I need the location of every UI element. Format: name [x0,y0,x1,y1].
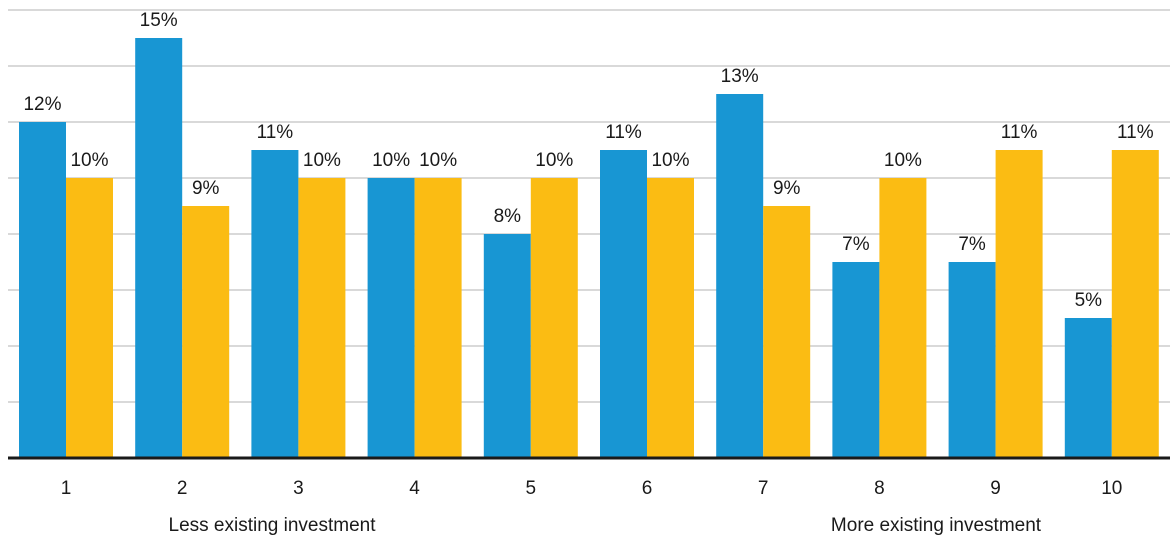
bar-series-2-cat-3 [298,178,346,458]
bar-series-1-cat-7 [716,94,764,458]
bar-series-2-cat-4 [414,178,462,458]
data-label: 9% [192,178,220,199]
data-label: 7% [842,234,870,255]
x-tick-label: 1 [61,478,72,499]
data-label: 10% [651,150,689,171]
x-tick-label: 9 [990,478,1001,499]
x-tick-label: 8 [874,478,885,499]
bar-series-2-cat-8 [879,178,927,458]
data-label: 15% [140,10,178,31]
bar-series-2-cat-9 [995,150,1043,458]
axis-note-left: Less existing investment [169,515,377,536]
bar-series-1-cat-10 [1064,318,1112,458]
bar-series-2-cat-10 [1111,150,1159,458]
bar-series-1-cat-5 [483,234,531,458]
bar-series-2-cat-5 [530,178,578,458]
data-label: 10% [372,150,410,171]
x-tick-label: 6 [642,478,653,499]
data-label: 10% [419,150,457,171]
bar-series-1-cat-9 [948,262,996,458]
data-label: 8% [494,206,522,227]
data-label: 11% [1001,122,1038,143]
x-tick-labels: 1 2 3 4 5 6 7 8 9 10 [61,478,1123,499]
data-label: 10% [70,150,108,171]
bar-series-2-cat-6 [647,178,694,458]
x-tick-label: 10 [1101,478,1122,499]
x-tick-label: 7 [758,478,769,499]
bar-series-1-cat-1 [19,122,66,458]
bar-series-2-cat-1 [66,178,113,458]
x-tick-label: 5 [526,478,537,499]
data-label: 13% [721,66,759,87]
data-label: 10% [884,150,922,171]
data-label: 12% [23,94,61,115]
bar-series-1-cat-8 [832,262,880,458]
data-label: 9% [773,178,801,199]
data-label: 11% [1117,122,1154,143]
bar-series-2-cat-2 [182,206,230,458]
data-label: 10% [535,150,573,171]
data-label: 7% [958,234,986,255]
bar-series-1-cat-6 [600,150,647,458]
bar-series-2-cat-7 [763,206,811,458]
data-label: 11% [605,122,642,143]
bars [19,38,1159,458]
x-tick-label: 4 [409,478,420,499]
data-labels: 12% 10% 15% 9% 11% 10% 10% 10% 8% 10% 11% 10% 13% 9% 7… [23,10,1153,311]
data-label: 5% [1075,290,1103,311]
data-label: 11% [257,122,294,143]
axis-note-right: More existing investment [831,515,1042,536]
bar-series-1-cat-2 [135,38,183,458]
x-tick-label: 2 [177,478,188,499]
bar-series-1-cat-4 [367,178,415,458]
data-label: 10% [303,150,341,171]
x-tick-label: 3 [293,478,304,499]
bar-series-1-cat-3 [251,150,299,458]
